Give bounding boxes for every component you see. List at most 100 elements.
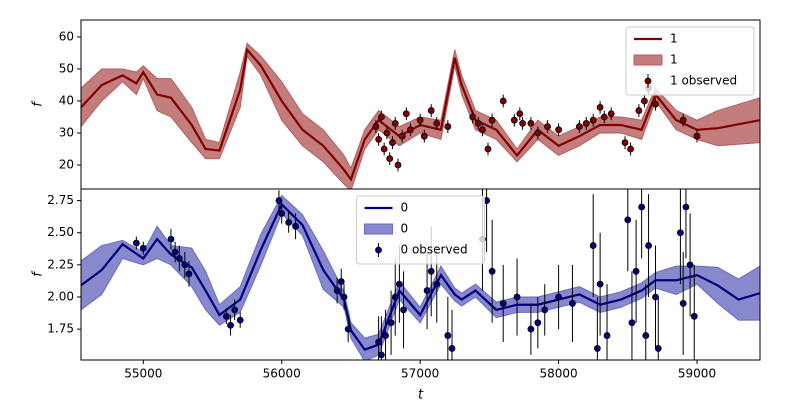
observed-point <box>231 306 239 314</box>
observed-point <box>589 116 597 124</box>
observed-point <box>407 126 414 134</box>
observed-point <box>395 280 403 288</box>
observed-point <box>340 293 348 301</box>
legend-point <box>644 77 652 85</box>
observed-point <box>596 280 604 288</box>
observed-point <box>292 222 299 230</box>
observed-point <box>652 293 659 301</box>
legend-label: 0 <box>401 222 409 236</box>
observed-point <box>402 110 410 118</box>
observed-point <box>641 97 648 105</box>
y-tick-label: 1.75 <box>47 322 74 336</box>
legend-box <box>625 26 755 96</box>
legend-label: 0 <box>401 201 409 215</box>
observed-point <box>382 332 389 339</box>
observed-point <box>427 107 435 114</box>
observed-point <box>575 123 583 130</box>
observed-point <box>603 332 611 339</box>
observed-point <box>527 325 535 333</box>
observed-point <box>600 113 608 121</box>
observed-point <box>527 119 535 127</box>
observed-point <box>569 300 576 307</box>
observed-point <box>499 300 507 307</box>
y-tick-label: 2.75 <box>47 193 74 207</box>
confidence-band <box>81 42 760 189</box>
y-tick-label: 20 <box>59 157 74 171</box>
observed-point <box>285 219 293 226</box>
observed-point <box>519 119 526 127</box>
observed-point <box>333 287 341 294</box>
observed-point <box>541 306 549 314</box>
observed-point <box>420 132 428 140</box>
observed-point <box>344 325 352 333</box>
observed-point <box>534 129 542 137</box>
observed-point <box>227 321 234 329</box>
observed-point <box>448 345 456 352</box>
observed-point <box>484 145 492 153</box>
observed-point <box>389 139 396 146</box>
observed-point <box>690 312 698 320</box>
y-tick-label: 2.00 <box>47 290 74 304</box>
observed-point <box>236 316 244 324</box>
legend-point <box>375 246 382 254</box>
observed-point <box>387 319 395 327</box>
plot-area <box>81 189 760 360</box>
observed-point <box>139 244 147 252</box>
x-axis-label: t <box>418 388 424 400</box>
observed-point <box>621 139 629 146</box>
observed-point <box>400 306 407 314</box>
observed-point <box>632 267 640 275</box>
observed-point <box>444 332 452 339</box>
observed-point <box>337 278 345 285</box>
x-tick-label: 57000 <box>401 367 439 381</box>
observed-point <box>444 123 452 130</box>
observed-point <box>635 107 643 114</box>
observed-point <box>375 135 383 143</box>
observed-point <box>433 280 441 288</box>
observed-point <box>596 103 604 111</box>
observed-point <box>469 113 477 121</box>
observed-point <box>375 338 383 346</box>
observed-point <box>394 161 402 169</box>
observed-point <box>380 145 388 153</box>
x-tick-label: 56000 <box>263 367 301 381</box>
x-tick-label: 59000 <box>678 367 716 381</box>
legend-label: 0 observed <box>401 243 468 257</box>
legend: 0 0 0 observed <box>356 195 485 265</box>
x-tick-label: 58000 <box>539 367 577 381</box>
observed-point <box>516 110 524 118</box>
observed-point <box>181 261 189 269</box>
observed-point <box>682 203 690 211</box>
observed-point <box>589 242 597 249</box>
observed-point <box>416 116 424 124</box>
observed-point <box>398 132 406 140</box>
observed-point <box>171 248 179 256</box>
observed-point <box>624 216 632 224</box>
observed-point <box>628 319 636 327</box>
observed-point <box>377 113 385 121</box>
observed-point <box>593 345 601 352</box>
mean-line <box>81 47 760 182</box>
legend-patch <box>633 54 663 66</box>
observed-point <box>693 132 701 140</box>
observed-point <box>645 242 652 249</box>
observed-point <box>278 210 286 217</box>
observed-point <box>679 300 687 307</box>
y-tick-label: 30 <box>59 125 74 139</box>
observed-point <box>534 319 542 327</box>
observed-point <box>654 345 662 352</box>
legend-label: 1 observed <box>670 74 737 88</box>
observed-point <box>185 270 193 278</box>
observed-point <box>175 255 183 262</box>
observed-point <box>607 110 615 118</box>
y-tick-label: 2.50 <box>47 225 74 239</box>
observed-point <box>642 332 650 339</box>
mean-line <box>81 202 760 352</box>
observed-point <box>386 155 394 162</box>
observed-point <box>510 116 518 124</box>
observed-point <box>132 239 140 247</box>
y-tick-label: 60 <box>59 29 74 43</box>
y-axis-label: f <box>31 270 46 277</box>
y-axis-label: f <box>31 100 46 107</box>
